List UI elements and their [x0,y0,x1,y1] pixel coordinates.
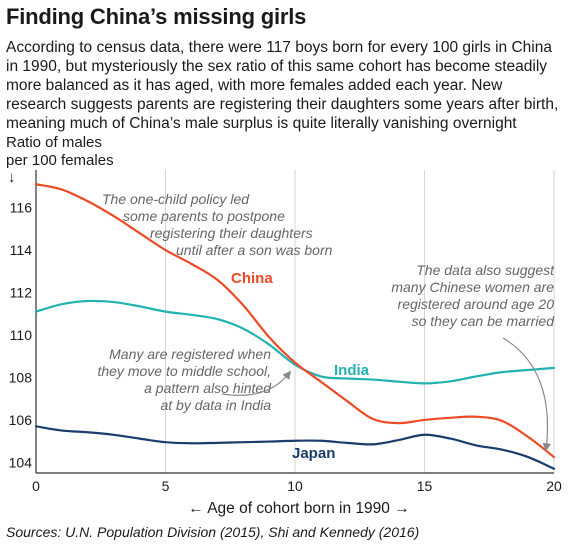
x-axis-label: ← Age of cohort born in 1990 → [188,500,409,517]
x-tick-label: 20 [546,478,562,494]
y-tick-label: 104 [9,454,33,470]
y-tick-label: 114 [10,242,33,258]
annotation-marriage-line-4: so they can be married [412,313,556,329]
y-axis-label-line-1: Ratio of males [6,134,102,151]
series-label-china: China [231,270,273,287]
y-tick-label: 116 [10,200,33,216]
series-line-japan [34,425,556,470]
x-tick-label: 5 [162,478,170,494]
grid-lines [165,170,555,473]
chart-title: Finding China’s missing girls [6,4,307,29]
series-line-india [34,299,556,385]
series-label-japan: Japan [292,445,335,462]
y-tick-label: 108 [9,369,33,385]
y-tick-label: 106 [9,412,33,428]
series-lines: Japan India China [34,183,556,470]
annotation-arrow-middle-school [221,370,292,396]
annotation-one-child-line-3: registering their daughters [150,225,313,241]
x-tick-label: 10 [287,478,303,494]
annotation-arrow-marriage [502,337,551,452]
series-label-india: India [334,362,370,379]
axes: 104 106 108 110 112 114 116 0 5 10 15 20 Ratio of ma… [6,134,562,517]
annotation-one-child-line-1: The one-child policy led [102,191,250,207]
y-axis-label-line-2: per 100 females [6,152,114,169]
chart-subtitle: According to census data, there were 117… [6,39,559,132]
annotation-middle-school-line-4: at by data in India [160,397,271,413]
y-tick-label: 110 [10,327,33,343]
y-axis-arrow: ↓ [8,169,16,186]
x-tick-label: 15 [417,478,433,494]
annotation-middle-school-line-3: a pattern also hinted [144,380,272,396]
annotation-marriage-line-2: many Chinese women are [391,279,554,295]
annotation-middle-school-line-1: Many are registered when [109,346,271,362]
sources-footer: Sources: U.N. Population Division (2015)… [6,524,420,540]
y-tick-label: 112 [10,285,33,301]
x-tick-label: 0 [32,478,40,494]
annotation-one-child-line-2: some parents to postpone [123,208,285,224]
annotation-marriage-line-3: registered around age 20 [398,296,555,312]
annotation-one-child-line-4: until after a son was born [176,242,333,258]
annotation-middle-school-line-2: they move to middle school, [97,363,271,379]
series-line-china [34,183,556,459]
annotation-marriage-line-1: The data also suggest [416,262,555,278]
